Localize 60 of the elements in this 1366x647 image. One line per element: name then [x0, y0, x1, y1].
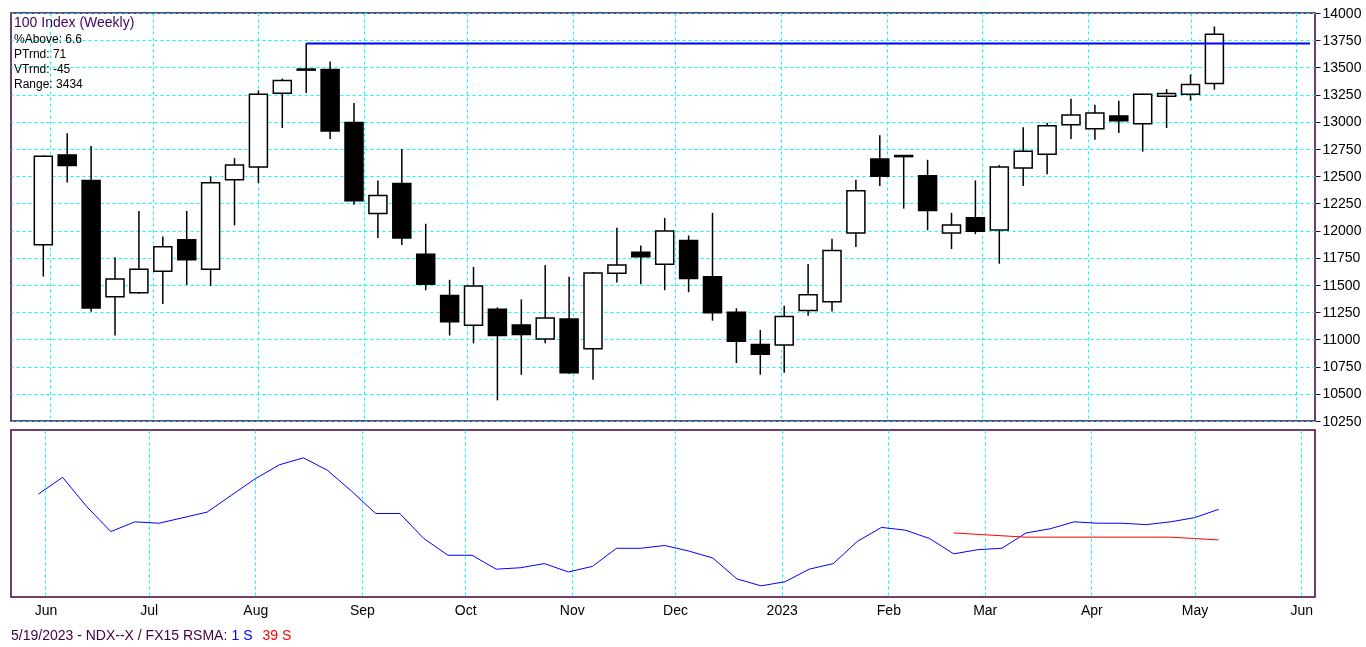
- candlestick: [870, 134, 890, 187]
- y-tick-label: 10500: [1322, 385, 1362, 402]
- y-tick-label: 12750: [1322, 140, 1362, 157]
- text: 1 S: [231, 627, 253, 643]
- y-tick-label: 14000: [1322, 4, 1362, 21]
- x-tick-label: Oct: [454, 601, 477, 618]
- candlestick: [1109, 100, 1129, 134]
- candlestick: [750, 329, 771, 376]
- candlestick: [272, 77, 293, 129]
- candlestick: [798, 263, 818, 317]
- candlestick: [296, 42, 316, 94]
- y-tick-label: 13250: [1322, 86, 1362, 103]
- candlestick: [511, 298, 532, 376]
- y-tick-label: 10250: [1322, 412, 1362, 429]
- candlestick: [1156, 88, 1177, 129]
- chart-title: 100 Index (Weekly): [14, 14, 135, 30]
- x-tick-label: Sep: [349, 601, 376, 618]
- candlestick: [1180, 73, 1201, 102]
- text: 5/19/2023 - NDX--X / FX15 RSMA:: [11, 627, 228, 643]
- text: 39 S: [262, 627, 292, 643]
- candlestick: [1085, 103, 1105, 141]
- y-tick-label: 10750: [1322, 358, 1362, 375]
- annotation: %Above: 6.6: [14, 32, 83, 46]
- candlestick: [129, 210, 149, 295]
- x-tick-label: Dec: [663, 601, 688, 618]
- candlestick: [1061, 98, 1081, 140]
- annotation: PTrnd: 71: [14, 47, 67, 61]
- y-tick-label: 11750: [1322, 249, 1361, 266]
- candlestick: [368, 179, 388, 239]
- annotation: VTrnd: -45: [14, 62, 71, 76]
- y-tick-label: 12000: [1322, 222, 1362, 239]
- candlestick: [176, 210, 197, 286]
- y-tick-label: 11000: [1322, 330, 1361, 347]
- x-tick-label: Jul: [140, 601, 159, 618]
- candlestick: [631, 244, 651, 286]
- x-tick-label: Aug: [243, 601, 269, 618]
- candlestick: [57, 132, 77, 184]
- candlestick: [1013, 126, 1033, 187]
- y-tick-label: 13000: [1322, 113, 1362, 130]
- x-tick-label: Feb: [876, 601, 902, 618]
- candlestick: [941, 212, 962, 250]
- y-tick-label: 13750: [1322, 31, 1362, 48]
- y-tick-label: 11500: [1322, 276, 1361, 293]
- y-tick-label: 13500: [1322, 58, 1362, 75]
- candlestick: [607, 226, 627, 284]
- candlestick: [965, 179, 986, 235]
- y-tick-label: 11250: [1322, 303, 1361, 320]
- candlestick: [105, 256, 125, 337]
- x-tick-label: Jun: [34, 601, 58, 618]
- candlestick: [224, 157, 245, 227]
- y-tick-label: 12250: [1322, 194, 1362, 211]
- x-tick-label: Mar: [973, 601, 998, 618]
- x-tick-label: Apr: [1080, 601, 1104, 618]
- x-tick-label: Jun: [1290, 601, 1314, 618]
- candlestick: [535, 264, 555, 345]
- annotation: Range: 3434: [14, 77, 84, 91]
- y-tick-label: 12500: [1322, 167, 1362, 184]
- x-tick-label: May: [1181, 601, 1209, 618]
- x-tick-label: Nov: [559, 601, 585, 618]
- x-tick-label: 2023: [766, 601, 798, 618]
